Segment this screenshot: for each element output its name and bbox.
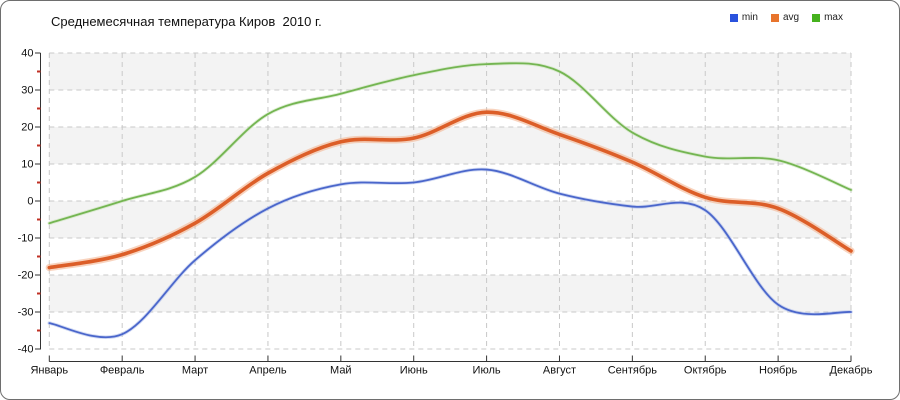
series-line-max [48, 62, 852, 225]
legend-item-min[interactable]: min [729, 12, 758, 23]
x-tick-label: Февраль [100, 365, 145, 377]
legend: min avg max [729, 12, 843, 23]
y-tick-label: 0 [27, 196, 33, 208]
x-tick-label: Ноябрь [759, 365, 797, 377]
series-line-avg [47, 110, 853, 270]
x-tick-label: Январь [30, 365, 68, 377]
legend-swatch-min [729, 14, 738, 22]
y-tick-label: 40 [21, 48, 33, 60]
y-tick-label: -20 [18, 270, 34, 282]
x-tick-label: Март [182, 365, 208, 377]
x-tick-label: Май [330, 365, 352, 377]
legend-label-avg: avg [782, 12, 800, 23]
legend-item-max[interactable]: max [812, 13, 843, 23]
plot-band [49, 53, 852, 90]
plot-band [49, 275, 852, 312]
x-tick-label: Октябрь [684, 365, 727, 377]
y-tick-label: 30 [21, 85, 33, 97]
y-tick-label: -10 [18, 233, 34, 245]
x-tick-label: Август [543, 365, 576, 377]
chart-title: Среднемесячная температура Киров 2010 г. [51, 14, 322, 29]
y-tick-label: 20 [21, 122, 33, 134]
legend-label-min: min [741, 12, 758, 23]
legend-item-avg[interactable]: avg [770, 12, 800, 23]
x-tick-label: Апрель [249, 365, 287, 377]
x-tick-label: Сентябрь [608, 365, 658, 377]
plot-band [49, 164, 852, 201]
legend-label-max: max [824, 12, 843, 23]
y-tick-label: 10 [21, 159, 33, 171]
plot-band [49, 312, 852, 349]
series-line-min [48, 168, 852, 339]
x-tick-label: Декабрь [830, 365, 873, 377]
y-tick-label: -30 [18, 307, 34, 319]
legend-swatch-max [812, 14, 821, 22]
plot-band [49, 238, 852, 275]
legend-swatch-avg [770, 14, 779, 22]
y-tick-label: -40 [18, 344, 34, 356]
x-tick-label: Июнь [400, 365, 428, 377]
x-tick-label: Июль [473, 365, 501, 377]
